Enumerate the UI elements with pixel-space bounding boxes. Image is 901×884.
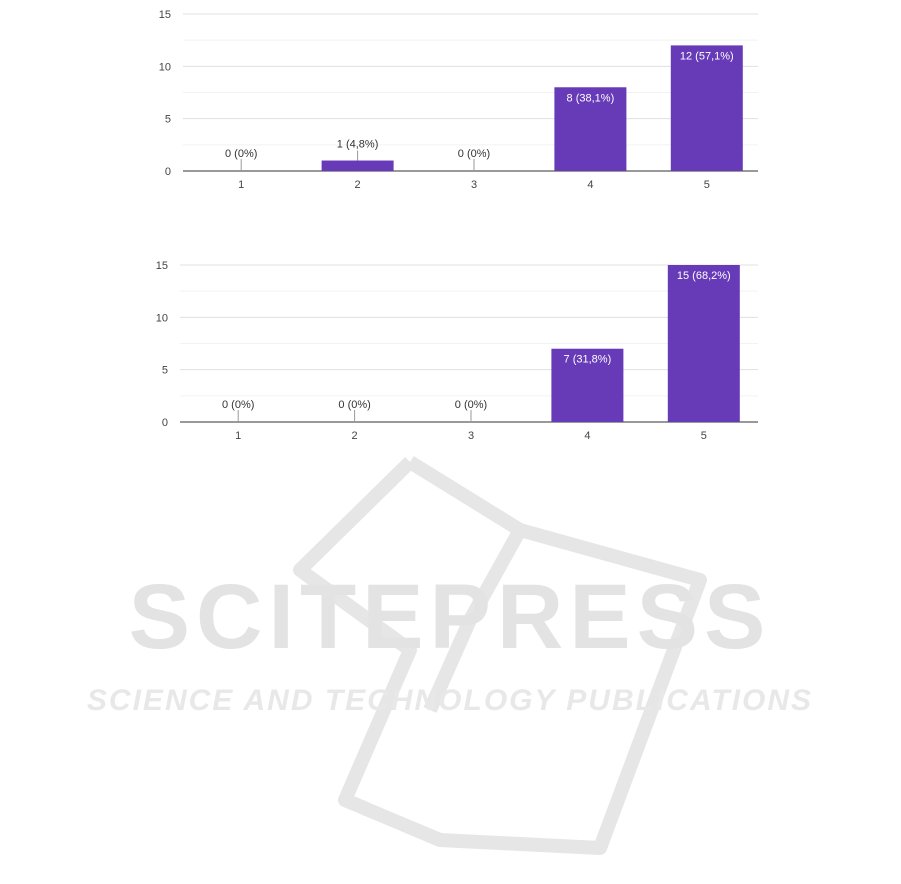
y-tick-label: 10 [156,312,168,324]
bar [551,348,624,422]
bar [554,87,627,171]
bar [670,45,743,171]
x-tick-label: 1 [235,430,241,442]
y-tick-label: 5 [162,365,168,377]
data-label: 0 (0%) [222,399,254,411]
x-tick-label: 1 [238,179,244,191]
bar [667,265,740,422]
x-tick-label: 2 [355,179,361,191]
y-tick-label: 15 [156,260,168,272]
y-tick-label: 10 [159,61,171,73]
data-label: 0 (0%) [455,399,487,411]
x-tick-label: 5 [704,179,710,191]
data-label: 15 (68,2%) [677,270,731,282]
y-tick-label: 0 [165,166,171,178]
bar [321,160,394,171]
watermark-brand: SCITEPRESS [129,566,772,668]
y-tick-label: 5 [165,114,171,126]
x-tick-label: 3 [468,430,474,442]
x-tick-label: 5 [701,430,707,442]
data-label: 1 (4,8%) [337,139,379,151]
book-logo-icon [293,456,707,855]
data-label: 0 (0%) [225,148,257,160]
data-label: 8 (38,1%) [567,92,615,104]
data-label: 7 (31,8%) [564,354,612,366]
x-tick-label: 3 [471,179,477,191]
sciteress-watermark: SCITEPRESS SCIENCE AND TECHNOLOGY PUBLIC… [87,456,813,855]
y-tick-label: 15 [159,9,171,21]
x-tick-label: 2 [352,430,358,442]
data-label: 0 (0%) [338,399,370,411]
x-tick-label: 4 [584,430,590,442]
data-label: 0 (0%) [458,148,490,160]
data-label: 12 (57,1%) [680,50,734,62]
watermark-tagline: SCIENCE AND TECHNOLOGY PUBLICATIONS [87,684,813,717]
x-tick-label: 4 [587,179,593,191]
y-tick-label: 0 [162,417,168,429]
